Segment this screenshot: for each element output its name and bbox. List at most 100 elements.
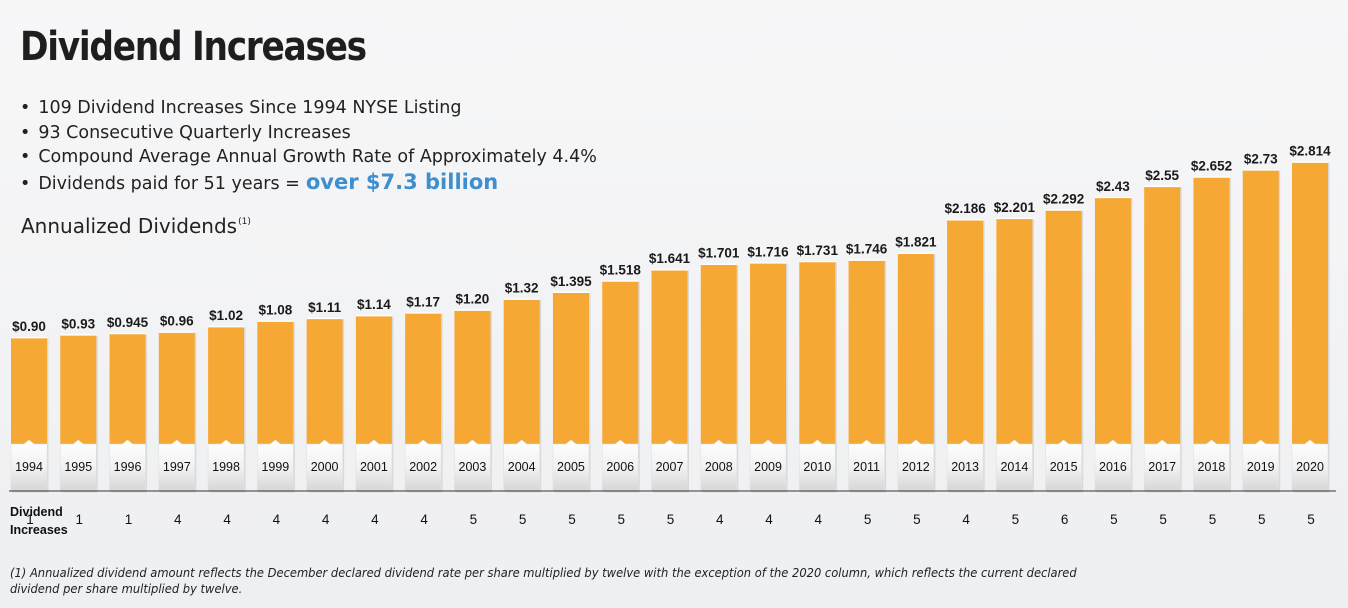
- increase-count: 1: [26, 512, 34, 527]
- value-label: $2.73: [1244, 151, 1278, 166]
- year-label: 2001: [360, 460, 388, 474]
- bar-group: 1994 $0.90 1 1995 $0.93 1 1996 $0.945 1 1997 $0.96…: [10, 144, 1331, 527]
- bar-2019: [1242, 169, 1279, 444]
- bullet-item: • Compound Average Annual Growth Rate of …: [20, 145, 597, 170]
- bar-2018: [1193, 176, 1230, 444]
- increase-count: 4: [223, 512, 231, 527]
- value-label: $2.43: [1096, 179, 1130, 194]
- value-label: $2.186: [944, 201, 986, 216]
- year-label: 2011: [853, 460, 880, 474]
- year-label: 2020: [1296, 460, 1324, 474]
- bar-2011: [848, 259, 885, 444]
- year-label: 2015: [1050, 460, 1078, 474]
- year-label: 2014: [1000, 460, 1028, 474]
- year-label: 2007: [656, 460, 684, 474]
- increase-count: 5: [1012, 512, 1020, 527]
- chart-title: Annualized Dividends(1): [21, 214, 251, 238]
- footnote: (1) Annualized dividend amount reflects …: [10, 565, 1077, 596]
- value-label: $1.746: [846, 242, 888, 257]
- bar-2014: [996, 217, 1033, 444]
- increase-count: 5: [1307, 512, 1315, 527]
- bar-1999: [257, 320, 294, 444]
- bullet-marker: •: [20, 147, 31, 167]
- chart-title-footnote-ref: (1): [238, 217, 251, 227]
- bar-2009: [750, 262, 787, 444]
- year-label: 2010: [803, 460, 831, 474]
- increase-count: 5: [519, 512, 527, 527]
- year-label: 2000: [311, 460, 339, 474]
- bullet-marker: •: [20, 122, 31, 143]
- bar-2005: [552, 291, 589, 444]
- value-label: $1.20: [456, 292, 490, 307]
- bar-2006: [602, 280, 639, 444]
- bar-2020: [1292, 161, 1328, 445]
- increase-count: 5: [617, 512, 625, 527]
- bar-1994: [11, 337, 47, 444]
- increase-count: 4: [174, 512, 182, 527]
- year-label: 2009: [754, 460, 782, 474]
- year-label: 2003: [459, 460, 487, 474]
- value-label: $1.395: [550, 274, 592, 289]
- value-label: $1.821: [895, 235, 937, 250]
- value-label: $1.731: [797, 243, 839, 258]
- value-label: $1.32: [505, 281, 539, 296]
- year-label: 1997: [163, 460, 191, 474]
- year-label: 2002: [409, 460, 437, 474]
- increase-count: 4: [273, 512, 281, 527]
- increase-count: 4: [962, 512, 970, 527]
- year-label: 2012: [902, 460, 930, 474]
- value-label: $0.96: [160, 314, 194, 329]
- year-label: 2006: [606, 460, 634, 474]
- increase-count: 5: [913, 512, 921, 527]
- increase-count: 4: [765, 512, 773, 527]
- bar-2013: [947, 219, 984, 444]
- bar-2010: [799, 260, 836, 444]
- increase-count: 5: [667, 512, 675, 527]
- chart-title-text: Annualized Dividends: [21, 214, 238, 238]
- row-label-line: Dividend: [10, 505, 63, 519]
- year-label: 1996: [114, 460, 142, 474]
- increase-count: 5: [470, 512, 478, 527]
- row-label-line: Increases: [10, 523, 68, 537]
- value-label: $2.652: [1191, 159, 1232, 174]
- bar-1998: [208, 326, 245, 444]
- year-label: 2013: [951, 460, 979, 474]
- bullet-list: • 109 Dividend Increases Since 1994 NYSE …: [20, 96, 597, 194]
- year-label: 1995: [64, 460, 92, 474]
- value-label: $2.55: [1145, 168, 1179, 183]
- bullet-text: Dividends paid for 51 years =: [38, 173, 300, 194]
- increase-count: 5: [864, 512, 872, 527]
- bullet-marker: •: [20, 173, 31, 194]
- value-label: $0.90: [12, 319, 46, 334]
- value-label: $1.701: [698, 246, 740, 261]
- year-label: 2018: [1198, 460, 1226, 474]
- page-title: Dividend Increases: [20, 24, 367, 70]
- increase-count: 4: [815, 512, 823, 527]
- bullet-marker: •: [20, 98, 31, 118]
- value-label: $1.518: [600, 262, 642, 277]
- bar-2003: [454, 309, 491, 444]
- bar-1996: [109, 333, 146, 444]
- year-label: 1999: [261, 460, 289, 474]
- bullet-item: • 109 Dividend Increases Since 1994 NYSE …: [20, 96, 597, 121]
- increase-count: 1: [125, 512, 133, 527]
- bullet-item: • Dividends paid for 51 years = over $7.3 …: [20, 170, 597, 195]
- value-label: $2.292: [1043, 192, 1084, 207]
- value-label: $0.93: [61, 316, 95, 331]
- bullet-text: 93 Consecutive Quarterly Increases: [38, 122, 351, 143]
- bar-2001: [355, 315, 392, 444]
- increase-count: 5: [1159, 512, 1167, 527]
- value-label: $1.17: [406, 294, 440, 309]
- increase-count: 4: [322, 512, 330, 527]
- value-label: $0.945: [107, 315, 149, 330]
- increase-count: 5: [1110, 512, 1118, 527]
- year-label: 1994: [15, 460, 43, 474]
- increase-count: 4: [371, 512, 379, 527]
- increase-count: 5: [1258, 512, 1266, 527]
- year-label: 2008: [705, 460, 733, 474]
- bar-2007: [651, 269, 688, 444]
- bar-2002: [405, 312, 442, 444]
- year-label: 2016: [1099, 460, 1127, 474]
- year-label: 2017: [1148, 460, 1176, 474]
- bar-2000: [306, 317, 343, 444]
